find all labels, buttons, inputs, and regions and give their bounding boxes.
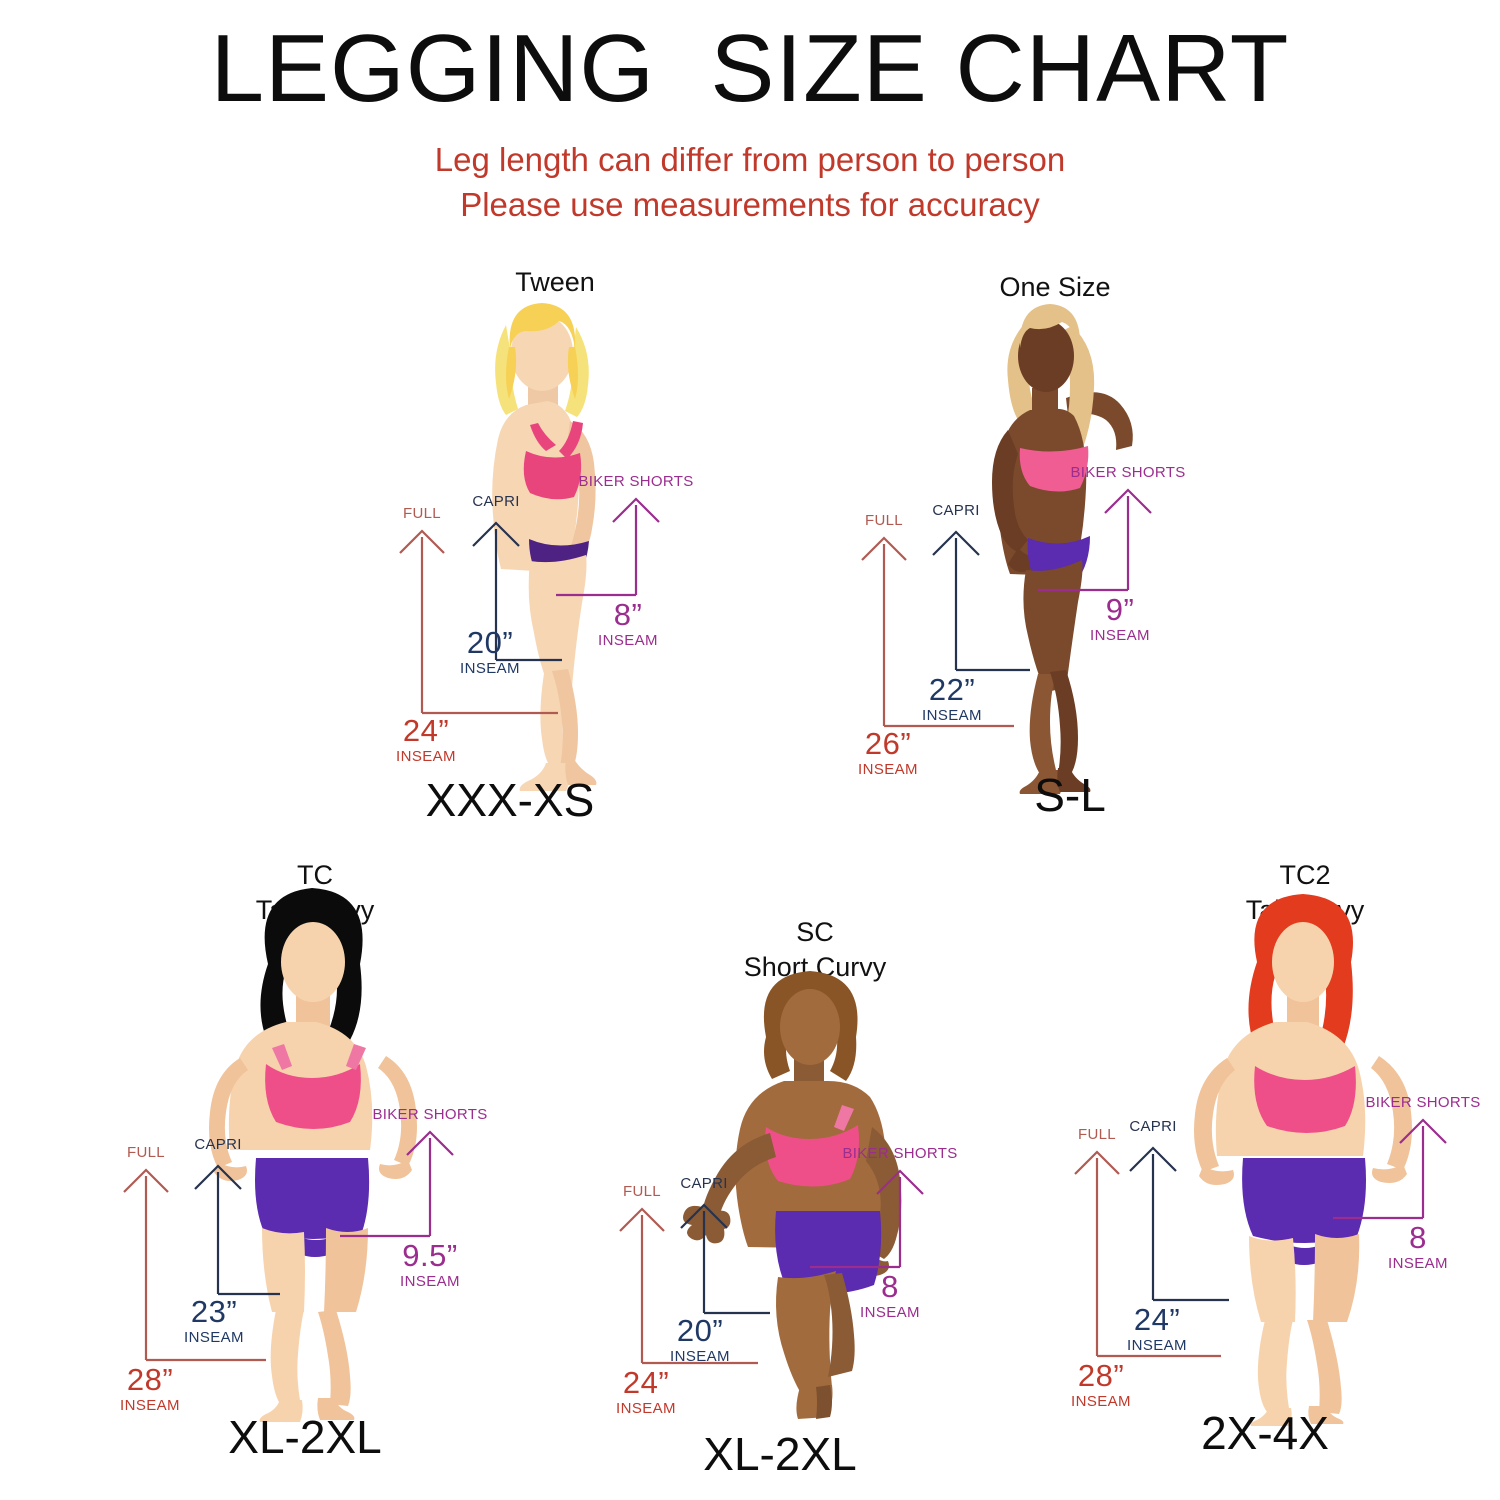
capri-label-one-size: CAPRI <box>932 502 980 519</box>
biker-value-unit-tc-tall-curvy: INSEAM <box>400 1273 460 1290</box>
size-label-sc-short-curvy: XL-2XL <box>703 1428 857 1480</box>
full-value-one-size: 26” INSEAM <box>858 728 918 777</box>
full-value-unit-tc-tall-curvy: INSEAM <box>120 1397 180 1414</box>
capri-label-tween: CAPRI <box>472 493 520 510</box>
biker-label-tc-tall-curvy: BIKER SHORTS <box>372 1106 488 1123</box>
capri-value-number-tc2-tall-curvy: 24” <box>1133 1302 1181 1337</box>
capri-value-number-one-size: 22” <box>928 672 976 707</box>
full-value-number-tc2-tall-curvy: 28” <box>1077 1358 1125 1393</box>
figure-panel-tween: Tween <box>330 265 750 835</box>
size-label-tc2-tall-curvy: 2X-4X <box>1201 1407 1329 1459</box>
capri-value-tc2-tall-curvy: 24” INSEAM <box>1127 1304 1187 1353</box>
subtitle-block: Leg length can differ from person to per… <box>0 138 1500 228</box>
full-label-tc-tall-curvy: FULL <box>127 1144 165 1161</box>
full-value-unit-one-size: INSEAM <box>858 761 918 778</box>
measurement-arrows-tc2-tall-curvy <box>1074 1118 1447 1358</box>
figure-panel-one-size: One Size <box>820 270 1250 840</box>
capri-value-number-sc-short-curvy: 20” <box>676 1313 724 1348</box>
biker-value-number-tween: 8” <box>613 597 643 632</box>
subtitle-line-2: Please use measurements for accuracy <box>460 185 1040 223</box>
biker-label-sc-short-curvy: BIKER SHORTS <box>842 1145 958 1162</box>
capri-value-tween: 20” INSEAM <box>460 627 520 676</box>
capri-value-unit-tc-tall-curvy: INSEAM <box>184 1329 244 1346</box>
figure-illustration-one-size <box>992 304 1133 794</box>
figure-illustration-tc-tall-curvy <box>209 888 417 1422</box>
biker-label-one-size: BIKER SHORTS <box>1070 464 1186 481</box>
capri-label-tc-tall-curvy: CAPRI <box>194 1136 242 1153</box>
biker-value-one-size: 9” INSEAM <box>1090 594 1150 643</box>
full-value-tc-tall-curvy: 28” INSEAM <box>120 1364 180 1413</box>
full-value-tween: 24” INSEAM <box>396 715 456 764</box>
biker-value-unit-one-size: INSEAM <box>1090 627 1150 644</box>
full-value-number-tc-tall-curvy: 28” <box>126 1362 174 1397</box>
full-value-unit-tc2-tall-curvy: INSEAM <box>1071 1393 1131 1410</box>
capri-value-unit-one-size: INSEAM <box>922 707 982 724</box>
full-value-sc-short-curvy: 24” INSEAM <box>616 1367 676 1416</box>
full-value-number-one-size: 26” <box>864 726 912 761</box>
full-value-number-sc-short-curvy: 24” <box>622 1365 670 1400</box>
full-label-tween: FULL <box>403 505 441 522</box>
biker-value-tween: 8” INSEAM <box>598 599 658 648</box>
biker-value-unit-sc-short-curvy: INSEAM <box>860 1304 920 1321</box>
figure-panel-tc-tall-curvy: TC Tall Curvy <box>90 858 520 1463</box>
full-label-one-size: FULL <box>865 512 903 529</box>
full-value-unit-tween: INSEAM <box>396 748 456 765</box>
figure-heading-tween: Tween <box>515 267 595 297</box>
full-label-sc-short-curvy: FULL <box>623 1183 661 1200</box>
biker-label-tc2-tall-curvy: BIKER SHORTS <box>1365 1094 1481 1111</box>
biker-value-sc-short-curvy: 8 INSEAM <box>860 1271 920 1320</box>
full-value-tc2-tall-curvy: 28” INSEAM <box>1071 1360 1131 1409</box>
figure-panel-sc-short-curvy: SC Short Curvy <box>580 915 1010 1480</box>
capri-value-tc-tall-curvy: 23” INSEAM <box>184 1296 244 1345</box>
figure-illustration-tc2-tall-curvy <box>1194 894 1412 1426</box>
figure-panel-tc2-tall-curvy: TC2 Tall Curvy <box>1035 858 1480 1459</box>
size-label-one-size: S-L <box>1034 769 1106 821</box>
full-value-unit-sc-short-curvy: INSEAM <box>616 1400 676 1417</box>
measurement-arrows-tween <box>399 497 660 715</box>
capri-value-number-tc-tall-curvy: 23” <box>190 1294 238 1329</box>
biker-value-number-one-size: 9” <box>1105 592 1135 627</box>
measurement-arrows-tc-tall-curvy <box>123 1130 454 1362</box>
figure-illustration-tween <box>492 303 597 791</box>
page-title: LEGGING SIZE CHART <box>210 15 1290 122</box>
biker-value-tc2-tall-curvy: 8 INSEAM <box>1388 1222 1448 1271</box>
capri-value-sc-short-curvy: 20” INSEAM <box>670 1315 730 1364</box>
size-label-tween: XXX-XS <box>425 774 595 826</box>
capri-value-number-tween: 20” <box>466 625 514 660</box>
subtitle-line-1: Leg length can differ from person to per… <box>434 141 1066 178</box>
full-value-number-tween: 24” <box>402 713 450 748</box>
biker-value-number-tc2-tall-curvy: 8 <box>1409 1220 1427 1255</box>
capri-label-tc2-tall-curvy: CAPRI <box>1129 1118 1177 1135</box>
biker-value-unit-tc2-tall-curvy: INSEAM <box>1388 1255 1448 1272</box>
measurement-arrows-one-size <box>861 488 1152 728</box>
measurement-arrows-sc-short-curvy <box>619 1169 924 1365</box>
biker-value-tc-tall-curvy: 9.5” INSEAM <box>400 1240 460 1289</box>
biker-value-number-tc-tall-curvy: 9.5” <box>402 1238 458 1273</box>
figure-heading-one-size: One Size <box>999 272 1111 302</box>
capri-value-unit-sc-short-curvy: INSEAM <box>670 1348 730 1365</box>
figure-illustration-sc-short-curvy <box>683 971 902 1419</box>
size-label-tc-tall-curvy: XL-2XL <box>228 1411 382 1463</box>
capri-label-sc-short-curvy: CAPRI <box>680 1175 728 1192</box>
full-label-tc2-tall-curvy: FULL <box>1078 1126 1116 1143</box>
capri-value-unit-tween: INSEAM <box>460 660 520 677</box>
capri-value-unit-tc2-tall-curvy: INSEAM <box>1127 1337 1187 1354</box>
biker-label-tween: BIKER SHORTS <box>578 473 694 490</box>
biker-value-unit-tween: INSEAM <box>598 632 658 649</box>
capri-value-one-size: 22” INSEAM <box>922 674 982 723</box>
biker-value-number-sc-short-curvy: 8 <box>881 1269 899 1304</box>
